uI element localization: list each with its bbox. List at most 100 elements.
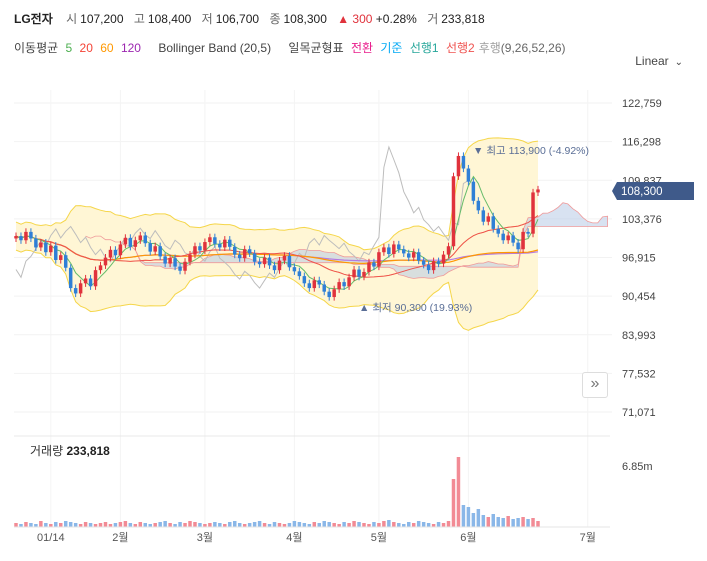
volume-bar [123,521,128,527]
candle-body [282,255,287,261]
ma-120[interactable]: 120 [120,41,141,55]
high-marker-icon: ▼ [473,145,486,157]
ma-5[interactable]: 5 [65,41,73,55]
x-tick-label: 6월 [460,531,476,544]
volume-bar [466,507,471,527]
candle-body [317,280,321,285]
volume-bar [377,523,381,527]
candle-body [173,258,177,267]
volume-bar [203,524,207,527]
ichimoku-conversion[interactable]: 전환 [350,41,374,55]
ichimoku-label[interactable]: 일목균형표 [288,41,344,55]
candle-body [431,261,436,271]
ma-20-line [15,215,539,278]
low-annotation-label: 최저 [372,302,391,314]
volume-bar [456,457,461,527]
low-annotation: ▲ 최저 90,300 (19.93%) [359,302,472,314]
candle-body [14,236,18,239]
volume-bar [476,509,481,527]
volume-bar [327,522,331,527]
volume-bar [49,524,53,527]
ma-label[interactable]: 이동평균 [14,41,59,55]
volume-bar [471,513,476,527]
volume-bar [367,524,371,527]
candle-body [327,291,331,298]
volume-bar [272,522,277,527]
candle-body [148,243,152,252]
candle-body [312,280,317,289]
volume-bar [352,521,356,527]
candle-body [407,253,411,258]
volume-panel-value: 233,818 [66,444,110,458]
volume-bar [277,523,282,527]
volume-bar [218,523,222,527]
candle-body [208,237,212,243]
candle-body [54,245,58,260]
candle-body [78,283,83,294]
candle-body [158,246,162,257]
candle-body [402,249,406,254]
volume-bar [252,522,257,527]
candle-body [138,235,143,241]
volume-bar [322,521,326,527]
volume-bar [108,524,113,527]
candle-body [108,249,113,258]
candle-body [228,239,232,247]
ichimoku-lead2[interactable]: 선행2 [445,41,475,55]
volume-bars [14,457,540,527]
high-annotation: ▼ 최고 113,900 (-4.92%) [473,145,589,157]
candle-body [168,258,172,264]
volume-bar [446,521,451,527]
volume-bar [168,523,172,527]
volume-bar [257,521,262,527]
candle-body [103,257,108,266]
open-label: 시 [66,12,78,26]
scroll-right-button[interactable]: » [582,372,608,398]
candle-body [357,269,361,277]
candle-body [88,278,93,287]
candle-body [342,282,346,287]
ichimoku-lead1[interactable]: 선행1 [409,41,439,55]
candle-body [24,231,28,241]
candle-body [436,261,441,264]
candle-body [257,261,262,265]
candle-body [387,247,391,255]
candle-body [128,237,133,247]
volume-bar [317,523,321,527]
volume-bar [357,522,361,527]
volume-label: 거 [427,12,439,26]
volume-bar [312,522,317,527]
volume-bar [173,524,177,527]
candle-body [262,257,267,265]
volume-bar [441,523,446,527]
bollinger-band-fill [16,137,538,331]
volume-bar [451,479,456,527]
volume-bar [242,524,247,527]
candle-body [44,242,48,253]
ichimoku-lagging[interactable]: 후행 [478,41,501,55]
ma-60[interactable]: 60 [100,41,114,55]
change-pct: +0.28% [375,12,417,26]
ichimoku-base[interactable]: 기준 [380,41,403,55]
low-annotation-value: 90,300 (19.93%) [395,302,473,314]
candle-body [193,246,197,255]
volume-bar [416,521,421,527]
volume-bar [29,523,33,527]
candle-body [34,238,38,248]
volume-bar [188,521,192,527]
scale-selector[interactable]: Linear ⌄ [635,54,683,68]
candle-body [237,254,242,259]
bollinger-label[interactable]: Bollinger Band (20,5) [158,41,272,55]
candles [14,152,540,301]
indicator-legend: 이동평균 5 20 60 120 Bollinger Band (20,5) 일… [14,39,570,56]
volume-bar [297,522,302,527]
close-value: 108,300 [283,12,327,26]
volume-bar [491,514,495,527]
volume-bar [287,523,292,527]
stock-name: LG전자 [14,12,53,26]
volume-bar [193,522,197,527]
volume-bar [486,517,491,527]
candle-body [287,255,292,268]
ma-20[interactable]: 20 [79,41,93,55]
